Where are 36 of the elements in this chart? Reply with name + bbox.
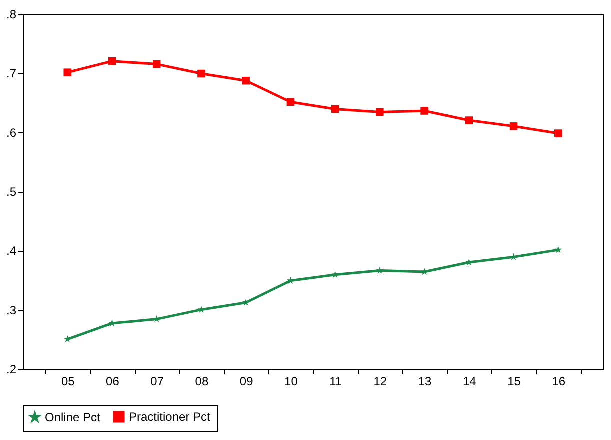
y-tick-label: .7	[6, 66, 17, 81]
x-tick-label: 09	[240, 374, 254, 388]
x-tick-label: 11	[330, 374, 342, 388]
point	[420, 107, 428, 115]
point	[198, 70, 206, 78]
point	[376, 266, 384, 274]
x-tick-label: 13	[418, 374, 432, 388]
x-tick-label: 12	[374, 374, 388, 388]
point	[108, 57, 116, 66]
point	[554, 246, 562, 254]
point	[286, 98, 295, 106]
point	[332, 271, 339, 278]
x-tick-label: 08	[195, 374, 209, 388]
x-tick-label: 06	[106, 374, 120, 388]
point	[152, 60, 161, 68]
point	[376, 108, 384, 116]
legend-label: Practitioner Pct	[129, 410, 212, 424]
x-tick-label: 05	[61, 374, 76, 388]
point	[242, 76, 250, 85]
point	[465, 116, 474, 124]
y-tick-label: .4	[6, 244, 17, 258]
x-tick-label: 16	[552, 374, 566, 388]
y-tick-label: .6	[6, 126, 17, 140]
x-tick-label: 07	[150, 374, 164, 388]
x-tick-label: 10	[284, 374, 298, 388]
y-tick-label: .8	[6, 8, 17, 22]
legend-label: Online Pct	[45, 410, 102, 424]
point	[510, 122, 518, 130]
point	[64, 68, 72, 76]
x-tick-label: 14	[462, 374, 477, 388]
y-tick-label: .3	[6, 303, 17, 318]
y-tick-label: .2	[6, 362, 17, 376]
point	[554, 130, 562, 138]
point	[331, 105, 340, 114]
y-tick-label: .5	[6, 185, 17, 199]
x-tick-label: 15	[508, 374, 522, 388]
